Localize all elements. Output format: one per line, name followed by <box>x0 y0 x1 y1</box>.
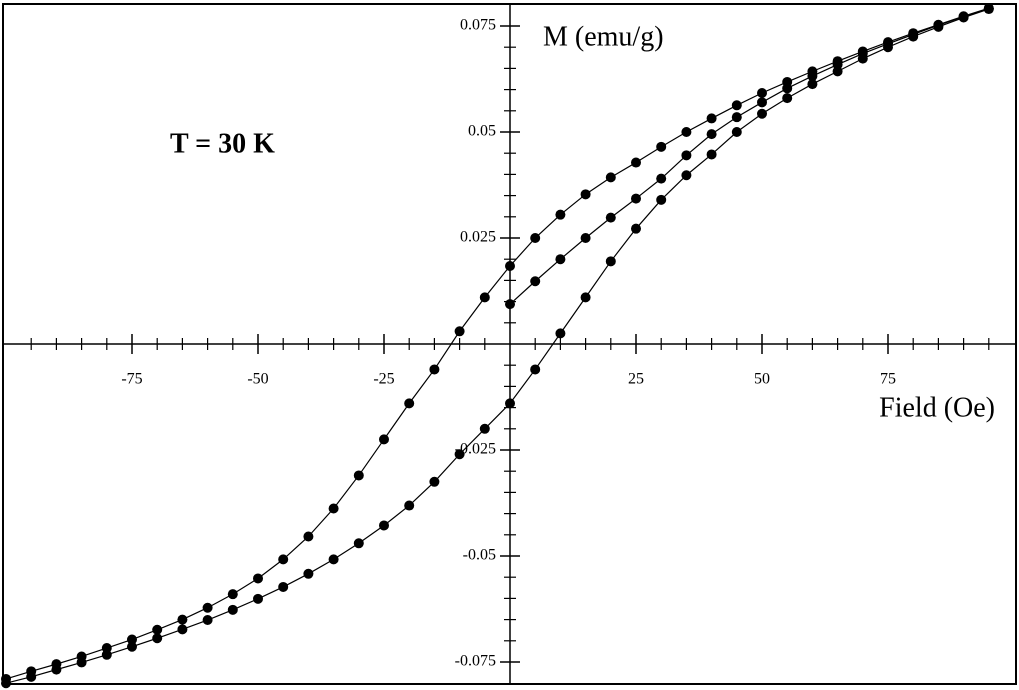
data-point <box>253 573 263 584</box>
data-point <box>681 127 692 137</box>
data-point <box>379 520 389 531</box>
data-point <box>429 476 440 487</box>
data-point <box>479 292 490 303</box>
data-point <box>530 364 541 375</box>
data-point <box>530 276 541 287</box>
data-point <box>706 113 717 124</box>
data-point <box>253 593 263 604</box>
data-point <box>26 671 37 682</box>
series-line <box>5 8 989 684</box>
data-point <box>76 657 87 668</box>
data-point <box>681 150 692 161</box>
y-tick-label: 0.075 <box>460 17 496 34</box>
data-point <box>731 127 742 137</box>
data-point <box>605 172 616 183</box>
data-point <box>681 170 692 181</box>
data-point <box>429 364 440 375</box>
data-point <box>479 423 490 434</box>
annotation: T = 30 K <box>170 128 275 159</box>
data-point <box>227 604 238 615</box>
data-point <box>454 326 465 337</box>
data-point <box>731 112 742 123</box>
data-point <box>328 554 339 565</box>
y-tick-label: 0.025 <box>460 229 496 246</box>
data-point <box>832 59 843 70</box>
x-tick-label: -75 <box>121 371 142 388</box>
data-point <box>782 93 793 104</box>
data-point <box>958 11 969 22</box>
y-tick-label: -0.025 <box>455 441 496 458</box>
data-point <box>857 48 868 59</box>
data-point <box>152 633 163 644</box>
data-point <box>404 398 415 409</box>
data-point <box>580 233 591 243</box>
data-point <box>303 568 314 579</box>
data-point <box>656 194 667 205</box>
data-point <box>605 256 616 267</box>
data-point <box>353 470 364 481</box>
data-point <box>605 212 616 223</box>
x-tick-label: 25 <box>628 371 644 388</box>
x-tick-label: -50 <box>247 371 268 388</box>
y-tick-label: -0.075 <box>455 653 496 670</box>
data-point <box>227 589 238 600</box>
data-point <box>580 292 591 303</box>
data-point <box>555 254 566 265</box>
data-point <box>757 87 767 98</box>
data-point <box>379 434 389 445</box>
data-point <box>152 624 163 635</box>
y-tick-label: -0.05 <box>463 547 496 564</box>
data-point <box>782 83 793 94</box>
y-tick-label: 0.05 <box>468 123 496 140</box>
data-point <box>454 449 465 460</box>
data-point <box>278 581 289 592</box>
data-point <box>908 29 919 40</box>
data-point <box>353 538 364 549</box>
x-tick-label: -25 <box>373 371 394 388</box>
data-point <box>933 20 944 31</box>
data-point <box>404 500 415 511</box>
data-point <box>505 260 515 271</box>
data-point <box>530 233 541 243</box>
data-point <box>1 678 11 689</box>
data-point <box>101 649 112 660</box>
data-point <box>202 602 213 613</box>
data-point <box>807 79 818 90</box>
x-axis-label: Field (Oe) <box>879 392 995 423</box>
series-line <box>5 7 989 680</box>
data-point <box>505 299 515 310</box>
data-point <box>631 157 641 168</box>
data-point <box>656 173 667 184</box>
data-point <box>202 615 213 626</box>
data-point <box>883 38 893 49</box>
y-axis-label: M (emu/g) <box>543 21 664 52</box>
x-tick-label: 50 <box>754 371 770 388</box>
data-point <box>127 634 137 645</box>
data-point <box>278 554 289 565</box>
data-point <box>51 664 62 675</box>
data-point <box>706 149 717 160</box>
data-point <box>757 97 767 108</box>
data-point <box>706 129 717 140</box>
data-point <box>983 3 994 14</box>
data-point <box>555 328 566 339</box>
data-point <box>303 531 314 542</box>
data-point <box>177 614 188 625</box>
x-tick-label: 75 <box>880 371 896 388</box>
data-point <box>127 641 137 652</box>
data-point <box>177 624 188 635</box>
data-point <box>328 503 339 514</box>
data-point <box>505 398 515 409</box>
data-point <box>731 100 742 111</box>
series-line <box>509 8 989 305</box>
data-point <box>580 189 591 200</box>
data-point <box>656 141 667 152</box>
data-point <box>631 223 641 234</box>
data-point <box>807 71 818 82</box>
data-point <box>631 193 641 204</box>
data-point <box>757 108 767 119</box>
data-point <box>555 209 566 220</box>
